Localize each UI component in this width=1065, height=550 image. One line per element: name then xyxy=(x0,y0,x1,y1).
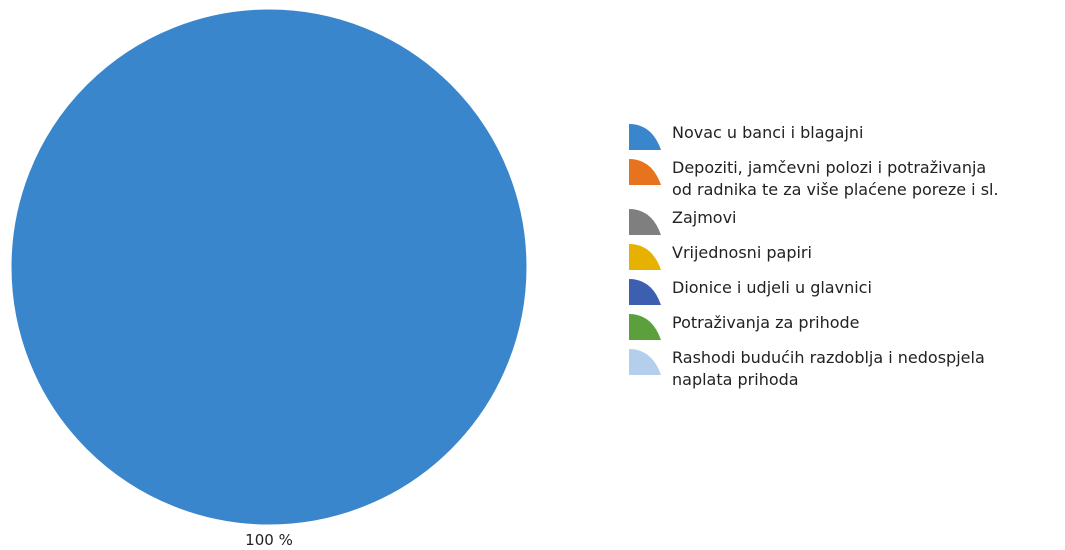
legend-item: Rashodi budućih razdoblja i nedospjela n… xyxy=(628,347,1065,391)
legend-swatch-icon xyxy=(629,159,661,185)
legend-label: Vrijednosni papiri xyxy=(672,243,812,262)
legend-swatch-icon xyxy=(629,349,661,375)
pie-slice-1 xyxy=(10,8,528,526)
chart-legend: Novac u banci i blagajni Depoziti, jamčev… xyxy=(628,122,1065,397)
legend-label: Zajmovi xyxy=(672,208,737,227)
legend-label: Potraživanja za prihode xyxy=(672,313,860,332)
legend-swatch-icon xyxy=(629,124,661,150)
legend-item: Vrijednosni papiri xyxy=(628,242,1065,271)
legend-item: Zajmovi xyxy=(628,207,1065,236)
legend-item: Potraživanja za prihode xyxy=(628,312,1065,341)
legend-swatch-icon xyxy=(629,314,661,340)
legend-label: Rashodi budućih razdoblja i nedospjela n… xyxy=(672,348,985,389)
legend-label: Dionice i udjeli u glavnici xyxy=(672,278,872,297)
legend-item: Novac u banci i blagajni xyxy=(628,122,1065,151)
legend-swatch-icon xyxy=(629,209,661,235)
legend-swatch-icon xyxy=(629,279,661,305)
legend-item: Depoziti, jamčevni polozi i potraživanja… xyxy=(628,157,1065,201)
legend-item: Dionice i udjeli u glavnici xyxy=(628,277,1065,306)
legend-label: Depoziti, jamčevni polozi i potraživanja… xyxy=(672,158,999,199)
legend-swatch-icon xyxy=(629,244,661,270)
legend-label: Novac u banci i blagajni xyxy=(672,123,864,142)
pie-data-label: 100 % xyxy=(245,531,293,549)
